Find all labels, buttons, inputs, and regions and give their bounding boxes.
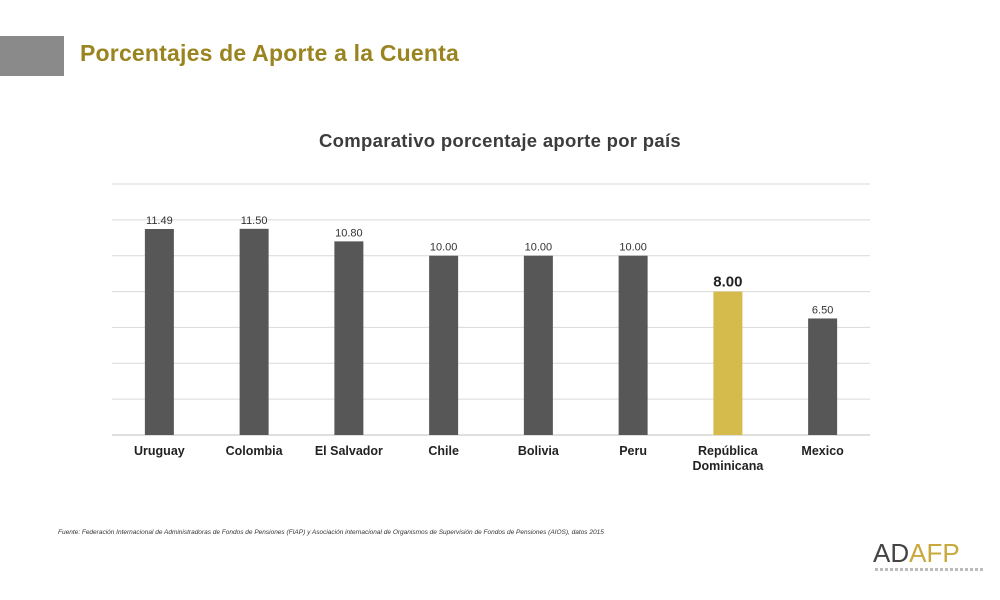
logo-text-main: AD — [873, 538, 910, 568]
bar — [429, 255, 459, 435]
source-footnote: Fuente: Federación Internacional de Admi… — [58, 529, 604, 536]
slide-title: Porcentajes de Aporte a la Cuenta — [80, 40, 459, 66]
category-label: El Salvador — [315, 444, 383, 458]
bar — [618, 255, 648, 435]
bar — [713, 291, 743, 435]
category-label: Mexico — [801, 444, 844, 458]
bar — [523, 255, 553, 435]
data-label: 8.00 — [713, 274, 742, 291]
chart-title: Comparativo porcentaje aporte por país — [319, 130, 681, 151]
data-label: 11.49 — [146, 215, 173, 227]
category-label: Colombia — [226, 444, 284, 458]
logo-text-accent: AFP — [909, 538, 960, 568]
category-label: República Dominicana — [692, 444, 764, 473]
data-label: 11.50 — [241, 215, 268, 227]
bar — [808, 318, 838, 435]
adafp-logo: ADAFP — [873, 538, 960, 569]
bar — [334, 241, 364, 435]
category-label: Bolivia — [518, 444, 560, 458]
data-label: 10.00 — [430, 242, 458, 254]
category-label: Peru — [619, 444, 647, 458]
title-accent-block — [0, 36, 64, 76]
data-label: 10.00 — [619, 242, 647, 254]
data-label: 10.00 — [525, 242, 553, 254]
bar — [239, 228, 269, 435]
data-label: 6.50 — [812, 304, 833, 316]
bar — [144, 229, 174, 435]
category-label: Chile — [428, 444, 459, 458]
data-label: 10.80 — [335, 227, 363, 239]
logo-tagline — [875, 568, 985, 571]
category-label: Uruguay — [134, 444, 185, 458]
